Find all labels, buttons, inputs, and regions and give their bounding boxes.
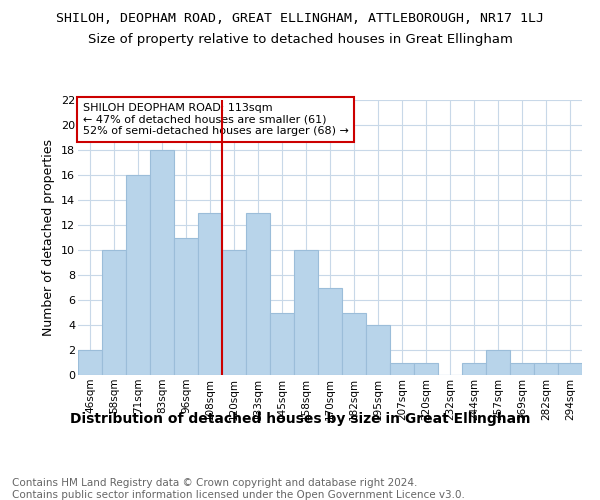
Bar (366, 325, 390, 375)
Text: Contains HM Land Registry data © Crown copyright and database right 2024.
Contai: Contains HM Land Registry data © Crown c… (12, 478, 465, 500)
Bar (462, 362, 486, 375)
Text: Distribution of detached houses by size in Great Ellingham: Distribution of detached houses by size … (70, 412, 530, 426)
Bar (102, 250, 126, 375)
Bar (534, 362, 558, 375)
Bar (270, 312, 294, 375)
Bar (486, 350, 510, 375)
Bar (126, 175, 150, 375)
Bar (150, 150, 174, 375)
Bar (510, 362, 534, 375)
Bar (558, 362, 582, 375)
Bar (390, 362, 414, 375)
Bar (174, 238, 198, 375)
Bar (222, 250, 246, 375)
Bar (318, 288, 342, 375)
Bar (246, 212, 270, 375)
Bar (342, 312, 366, 375)
Bar (78, 350, 102, 375)
Bar (294, 250, 318, 375)
Bar (198, 212, 222, 375)
Text: SHILOH DEOPHAM ROAD: 113sqm
← 47% of detached houses are smaller (61)
52% of sem: SHILOH DEOPHAM ROAD: 113sqm ← 47% of det… (83, 103, 349, 136)
Y-axis label: Number of detached properties: Number of detached properties (43, 139, 55, 336)
Text: SHILOH, DEOPHAM ROAD, GREAT ELLINGHAM, ATTLEBOROUGH, NR17 1LJ: SHILOH, DEOPHAM ROAD, GREAT ELLINGHAM, A… (56, 12, 544, 26)
Text: Size of property relative to detached houses in Great Ellingham: Size of property relative to detached ho… (88, 32, 512, 46)
Bar (414, 362, 438, 375)
